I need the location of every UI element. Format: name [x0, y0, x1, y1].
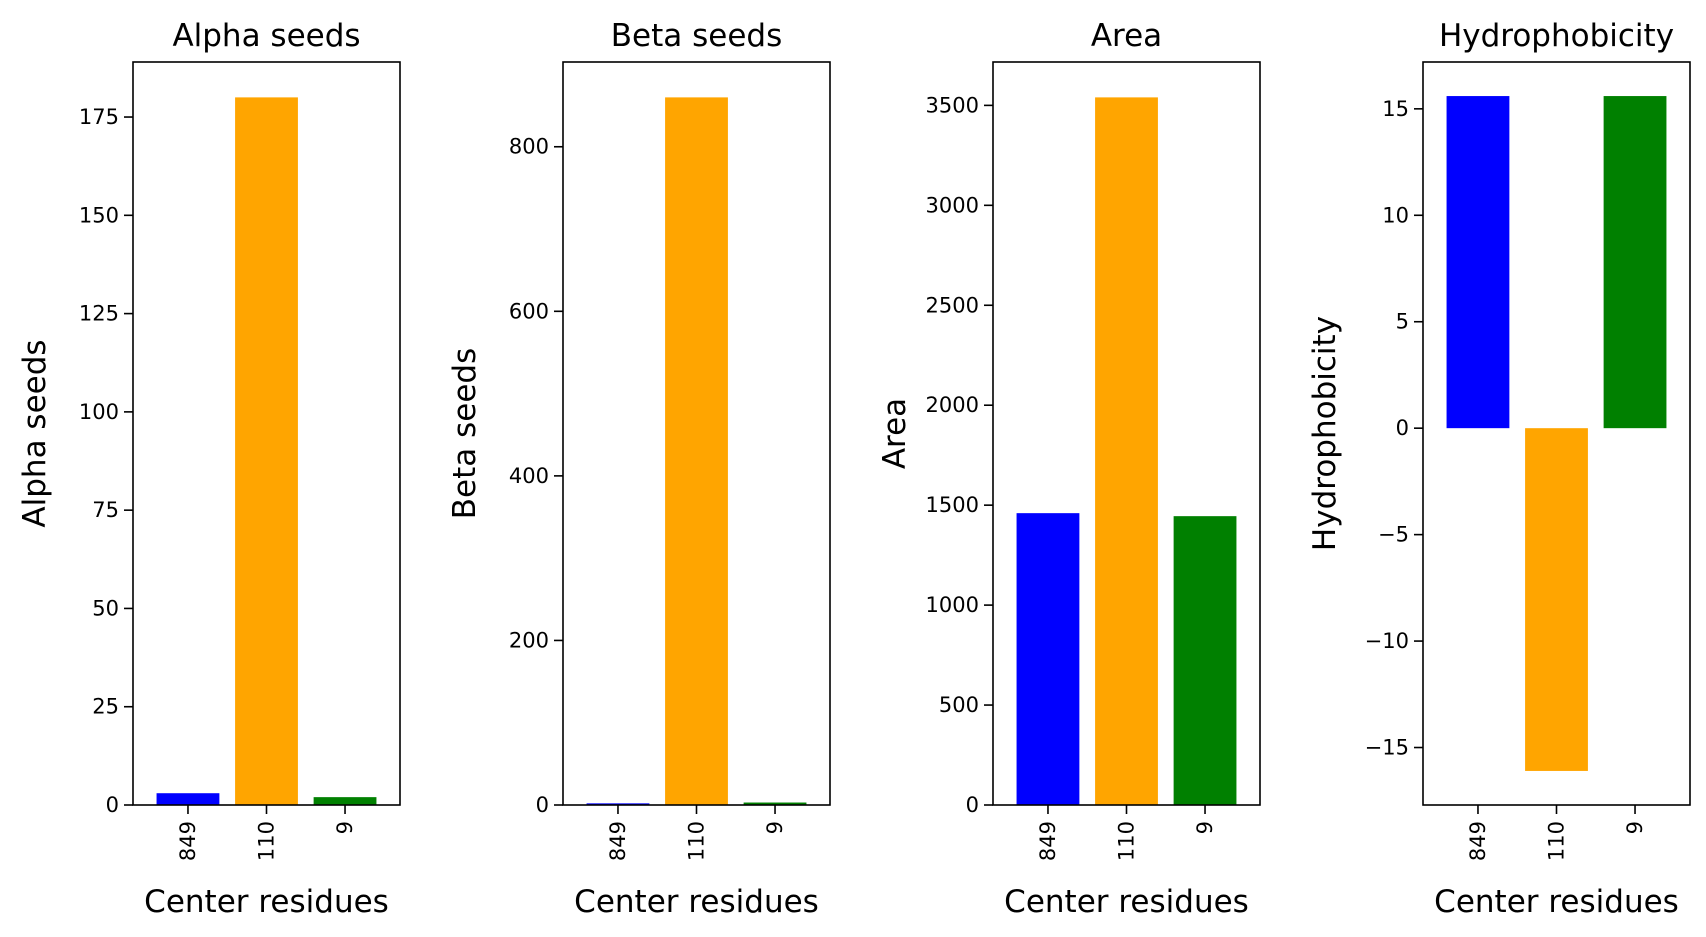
y-tick-label: 5 — [1396, 310, 1409, 334]
y-tick-label: 2500 — [926, 293, 979, 317]
x-tick-label: 849 — [176, 821, 200, 861]
y-tick-label: 15 — [1382, 97, 1409, 121]
y-tick-label: 150 — [79, 203, 119, 227]
x-tick-label: 849 — [606, 821, 630, 861]
y-tick-label: −5 — [1378, 523, 1409, 547]
bar-9 — [743, 802, 807, 805]
y-tick-label: 10 — [1382, 203, 1409, 227]
y-tick-label: 600 — [509, 299, 549, 323]
y-tick-label: 50 — [92, 596, 119, 620]
y-axis-label: Area — [877, 398, 913, 469]
y-tick-label: −15 — [1365, 736, 1409, 760]
chart-panel-3: 0 500 1000 1500 2000 2500 3000 3500 849 110 9 Area C… — [877, 18, 1261, 920]
y-axis-label: Hydrophobicity — [1307, 316, 1343, 551]
chart-title: Hydrophobicity — [1439, 18, 1674, 54]
y-tick-label: 2000 — [926, 393, 979, 417]
bar-849 — [1016, 513, 1080, 805]
bar-110 — [1095, 97, 1158, 805]
chart-panel-2: 0 200 400 600 800 849 110 9 Beta seeds Center res… — [447, 18, 831, 920]
x-tick-label: 9 — [1623, 821, 1647, 834]
bar-849 — [1446, 96, 1510, 429]
y-axis-label: Alpha seeds — [17, 339, 53, 527]
y-tick-label: 75 — [92, 498, 119, 522]
y-tick-label: 0 — [1396, 416, 1409, 440]
chart-title: Alpha seeds — [172, 18, 360, 54]
x-axis-label: Center residues — [144, 884, 389, 920]
bar-9 — [313, 797, 377, 805]
y-tick-label: 3500 — [926, 93, 979, 117]
y-tick-label: 175 — [79, 105, 119, 129]
chart-title: Beta seeds — [611, 18, 782, 54]
x-axis-label: Center residues — [1434, 884, 1679, 920]
bar-9 — [1173, 516, 1237, 805]
chart-panel-4: −15 −10 −5 0 5 10 15 849 110 9 Hydrophobicity Cente… — [1307, 18, 1691, 920]
x-axis-label: Center residues — [574, 884, 819, 920]
y-tick-label: 100 — [79, 400, 119, 424]
x-tick-label: 849 — [1036, 821, 1060, 861]
bar-110 — [235, 97, 298, 805]
bar-9 — [1603, 96, 1667, 429]
y-tick-label: 200 — [509, 628, 549, 652]
bar-849 — [586, 803, 650, 805]
y-tick-label: 0 — [106, 793, 119, 817]
bar-110 — [665, 97, 728, 805]
y-tick-label: 500 — [939, 693, 979, 717]
y-axis-label: Beta seeds — [447, 348, 483, 519]
y-tick-label: −10 — [1365, 629, 1409, 653]
x-tick-label: 9 — [333, 821, 357, 834]
y-tick-label: 125 — [79, 302, 119, 326]
x-tick-label: 110 — [1545, 821, 1569, 861]
bar-110 — [1525, 428, 1588, 771]
x-axis-label: Center residues — [1004, 884, 1249, 920]
y-tick-label: 0 — [536, 793, 549, 817]
y-tick-label: 400 — [509, 464, 549, 488]
x-tick-label: 110 — [1115, 821, 1139, 861]
y-tick-label: 0 — [966, 793, 979, 817]
y-tick-label: 3000 — [926, 193, 979, 217]
x-tick-label: 110 — [255, 821, 279, 861]
x-tick-label: 849 — [1466, 821, 1490, 861]
y-tick-label: 800 — [509, 135, 549, 159]
chart-panel-1: 0 25 50 75 100 125 150 175 849 110 9 Alpha seeds Cen… — [17, 18, 401, 920]
y-tick-label: 1500 — [926, 493, 979, 517]
y-tick-label: 25 — [92, 695, 119, 719]
chart-title: Area — [1091, 18, 1162, 54]
bar-849 — [156, 793, 220, 805]
x-tick-label: 9 — [763, 821, 787, 834]
y-tick-label: 1000 — [926, 593, 979, 617]
x-tick-label: 110 — [685, 821, 709, 861]
x-tick-label: 9 — [1193, 821, 1217, 834]
